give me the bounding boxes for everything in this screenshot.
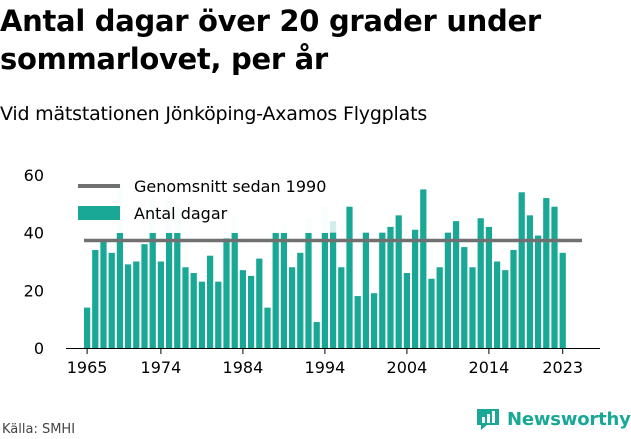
bar [133,261,140,348]
bar [223,238,230,348]
bar [371,293,378,348]
bar [182,267,189,348]
bar [272,232,279,348]
bar [84,307,91,348]
bar [289,267,296,348]
bar [494,261,501,348]
bar [485,226,492,348]
source-note: Källa: SMHI [2,422,76,437]
bar [420,189,427,348]
bar [190,273,197,348]
x-tick-label: 2004 [387,358,428,377]
chart-title: Antal dagar över 20 grader under sommarl… [0,4,541,76]
bar [346,206,353,348]
newsworthy-logo-icon [477,409,499,430]
x-axis-ticks: 1965 1974 1984 1994 2004 2014 2023 [67,348,583,377]
y-tick-label: 20 [24,281,44,300]
bar [526,215,533,348]
bar [354,296,361,348]
bar [207,255,214,348]
bar [362,232,369,348]
y-axis-ticks: 0 20 40 60 [24,166,44,358]
bar [379,232,386,348]
bar [395,215,402,348]
bar [387,226,394,348]
bar [477,218,484,348]
bar [248,275,255,348]
bar [116,232,123,348]
bar [100,241,107,348]
legend: Genomsnitt sedan 1990 Antal dagar [76,177,328,233]
bar [166,232,173,348]
legend-label-average: Genomsnitt sedan 1990 [134,177,326,196]
bar [510,249,517,348]
bar [157,261,164,348]
x-tick-label: 1974 [141,358,182,377]
bar [338,267,345,348]
bar [502,270,509,348]
legend-swatch-bars [78,206,120,220]
bar [330,232,337,348]
bar [264,307,271,348]
bar [297,252,304,348]
bar [313,322,320,348]
x-tick-label: 2023 [542,358,583,377]
bar [108,252,115,348]
bar [125,264,132,348]
brand-name: Newsworthy [507,408,631,430]
bar [444,232,451,348]
bar [215,281,222,348]
bar [92,249,99,348]
bar [403,273,410,348]
bar [280,232,287,348]
brand-logo: Newsworthy [475,407,631,431]
bar [453,221,460,348]
x-tick-label: 1994 [305,358,346,377]
legend-label-bars: Antal dagar [134,204,228,223]
bar [412,229,419,348]
y-tick-label: 0 [34,339,44,358]
y-tick-label: 40 [24,224,44,243]
bar [559,252,566,348]
bar [518,192,525,348]
x-tick-label: 1984 [223,358,264,377]
bar [543,198,550,348]
bar [256,258,263,348]
bar [239,270,246,348]
bar [436,267,443,348]
bar [141,244,148,348]
bar [535,235,542,348]
bar [461,247,468,348]
x-tick-label: 1965 [67,358,108,377]
bar [149,232,156,348]
x-tick-label: 2014 [469,358,510,377]
bar [428,278,435,348]
bar [198,281,205,348]
bar [305,232,312,348]
bar-chart: 0 20 40 60 1965 1974 1984 1994 2004 2014 2023 Gen… [24,166,600,377]
y-tick-label: 60 [24,166,44,185]
bar [321,232,328,348]
bar [231,232,238,348]
bar [551,206,558,348]
chart-subtitle: Vid mätstationen Jönköping-Axamos Flygpl… [0,103,428,125]
bars [84,189,566,348]
bar [469,267,476,348]
bar [174,232,181,348]
